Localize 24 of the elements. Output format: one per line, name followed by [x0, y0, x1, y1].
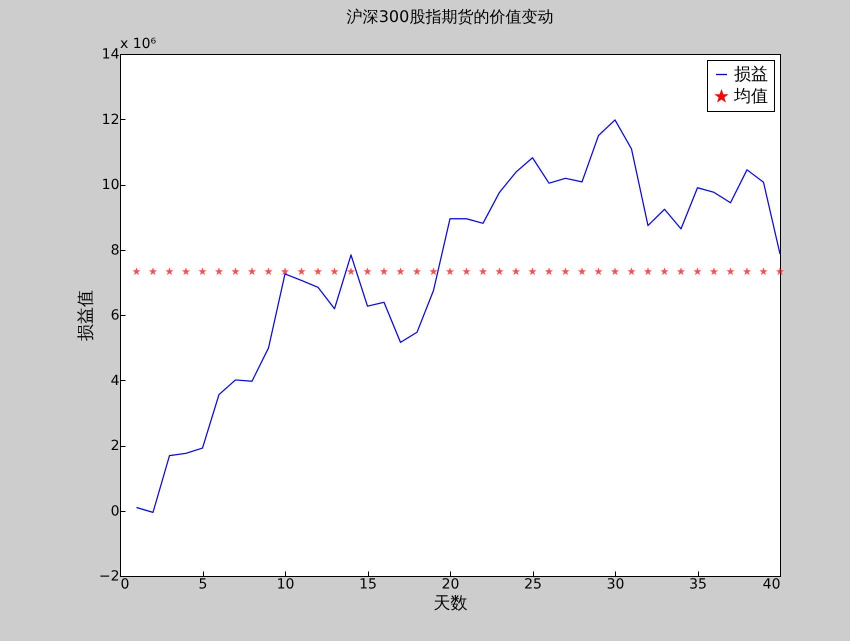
y-tick-label: 10: [102, 177, 120, 193]
x-tick-label: 15: [359, 576, 377, 592]
y-tick-label: 0: [110, 503, 120, 520]
legend-label: 损益: [734, 64, 768, 84]
x-tick-label: 40: [762, 576, 780, 592]
y-axis-title: 损益值: [76, 290, 96, 341]
y-tick-label: 8: [110, 242, 120, 258]
x-tick-label: 25: [524, 576, 542, 592]
text: x 10⁶: [120, 36, 157, 52]
x-tick-label: 5: [198, 576, 208, 592]
x-tick-label: 10: [276, 576, 294, 592]
x-tick-label: 20: [442, 576, 460, 592]
y-tick-label: −2: [98, 568, 120, 584]
y-tick-label: 14: [102, 46, 120, 62]
x-tick-label: 30: [606, 576, 624, 592]
x-tick-label: 35: [689, 576, 707, 592]
y-tick-label: 2: [110, 438, 120, 454]
line-series: [136, 119, 781, 513]
y-tick-label: 12: [102, 112, 120, 128]
chart-title: 沪深300股指期货的价值变动: [346, 7, 554, 26]
legend-label: 均值: [733, 86, 768, 106]
y-tick-label: 4: [110, 372, 120, 389]
y-tick-label: 6: [110, 308, 120, 324]
x-axis-title: 天数: [434, 594, 468, 614]
